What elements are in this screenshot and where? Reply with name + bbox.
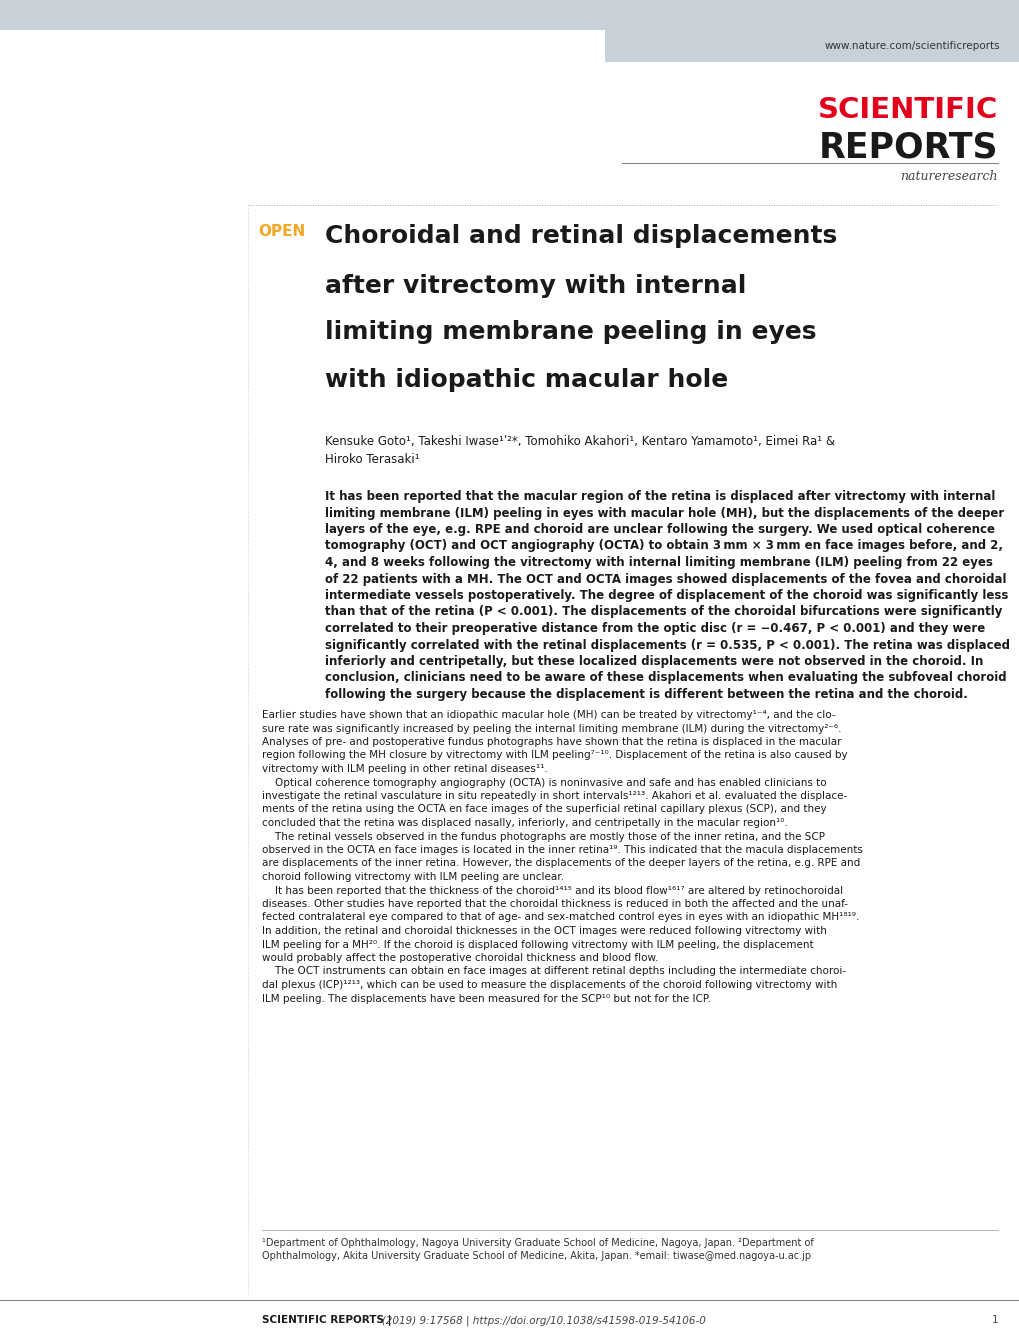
Text: Hiroko Terasaki¹: Hiroko Terasaki¹	[325, 453, 419, 466]
Text: In addition, the retinal and choroidal thicknesses in the OCT images were reduce: In addition, the retinal and choroidal t…	[262, 926, 826, 937]
Text: tomography (OCT) and OCT angiography (OCTA) to obtain 3 mm × 3 mm en face images: tomography (OCT) and OCT angiography (OC…	[325, 540, 1002, 552]
Text: are displacements of the inner retina. However, the displacements of the deeper : are displacements of the inner retina. H…	[262, 859, 859, 868]
Text: correlated to their preoperative distance from the optic disc (r = −0.467, P < 0: correlated to their preoperative distanc…	[325, 622, 984, 635]
Text: Optical coherence tomography angiography (OCTA) is noninvasive and safe and has : Optical coherence tomography angiography…	[262, 777, 825, 788]
Text: concluded that the retina was displaced nasally, inferiorly, and centripetally i: concluded that the retina was displaced …	[262, 817, 787, 828]
Text: observed in the OCTA en face images is located in the inner retina¹⁹. This indic: observed in the OCTA en face images is l…	[262, 846, 862, 855]
Text: limiting membrane peeling in eyes: limiting membrane peeling in eyes	[325, 320, 815, 344]
Text: would probably affect the postoperative choroidal thickness and blood flow.: would probably affect the postoperative …	[262, 953, 657, 963]
Text: investigate the retinal vasculature in situ repeatedly in short intervals¹²¹³. A: investigate the retinal vasculature in s…	[262, 791, 847, 801]
Text: with idiopathic macular hole: with idiopathic macular hole	[325, 369, 728, 393]
Text: fected contralateral eye compared to that of age- and sex-matched control eyes i: fected contralateral eye compared to tha…	[262, 913, 859, 922]
Text: Ophthalmology, Akita University Graduate School of Medicine, Akita, Japan. *emai: Ophthalmology, Akita University Graduate…	[262, 1252, 810, 1261]
Text: intermediate vessels postoperatively. The degree of displacement of the choroid : intermediate vessels postoperatively. Th…	[325, 590, 1008, 602]
Text: following the surgery because the displacement is different between the retina a: following the surgery because the displa…	[325, 687, 967, 701]
Bar	[604, 29, 1019, 62]
Text: conclusion, clinicians need to be aware of these displacements when evaluating t: conclusion, clinicians need to be aware …	[325, 671, 1006, 685]
Text: The OCT instruments can obtain en face images at different retinal depths includ: The OCT instruments can obtain en face i…	[262, 966, 846, 977]
Text: (2019) 9:17568 | https://doi.org/10.1038/s41598-019-54106-0: (2019) 9:17568 | https://doi.org/10.1038…	[372, 1315, 705, 1325]
Text: significantly correlated with the retinal displacements (r = 0.535, P < 0.001). : significantly correlated with the retina…	[325, 638, 1009, 651]
Text: after vitrectomy with internal: after vitrectomy with internal	[325, 273, 746, 297]
Text: ¹Department of Ophthalmology, Nagoya University Graduate School of Medicine, Nag: ¹Department of Ophthalmology, Nagoya Uni…	[262, 1238, 813, 1248]
Text: than that of the retina (P < 0.001). The displacements of the choroidal bifurcat: than that of the retina (P < 0.001). The…	[325, 606, 1002, 619]
Text: ILM peeling. The displacements have been measured for the SCP¹⁰ but not for the : ILM peeling. The displacements have been…	[262, 993, 710, 1004]
Text: It has been reported that the thickness of the choroid¹⁴¹⁵ and its blood flow¹⁶¹: It has been reported that the thickness …	[262, 886, 843, 895]
Text: SCIENTIFIC REPORTS |: SCIENTIFIC REPORTS |	[262, 1315, 391, 1327]
Text: REPORTS: REPORTS	[817, 131, 997, 165]
Text: Kensuke Goto¹, Takeshi Iwase¹ʹ²*, Tomohiko Akahori¹, Kentaro Yamamoto¹, Eimei Ra: Kensuke Goto¹, Takeshi Iwase¹ʹ²*, Tomohi…	[325, 436, 835, 448]
Text: Choroidal and retinal displacements: Choroidal and retinal displacements	[325, 224, 837, 248]
Text: It has been reported that the macular region of the retina is displaced after vi: It has been reported that the macular re…	[325, 490, 995, 502]
Text: Earlier studies have shown that an idiopathic macular hole (MH) can be treated b: Earlier studies have shown that an idiop…	[262, 710, 835, 720]
Text: choroid following vitrectomy with ILM peeling are unclear.: choroid following vitrectomy with ILM pe…	[262, 872, 564, 882]
Text: dal plexus (ICP)¹²¹³, which can be used to measure the displacements of the chor: dal plexus (ICP)¹²¹³, which can be used …	[262, 980, 837, 990]
Text: layers of the eye, e.g. RPE and choroid are unclear following the surgery. We us: layers of the eye, e.g. RPE and choroid …	[325, 523, 994, 536]
Text: 1: 1	[990, 1315, 997, 1325]
Text: vitrectomy with ILM peeling in other retinal diseases¹¹.: vitrectomy with ILM peeling in other ret…	[262, 764, 547, 775]
Text: diseases. Other studies have reported that the choroidal thickness is reduced in: diseases. Other studies have reported th…	[262, 899, 847, 909]
Text: 4, and 8 weeks following the vitrectomy with internal limiting membrane (ILM) pe: 4, and 8 weeks following the vitrectomy …	[325, 556, 991, 570]
Text: natureresearch: natureresearch	[900, 169, 997, 182]
Text: SCIENTIFIC: SCIENTIFIC	[817, 96, 997, 125]
Text: sure rate was significantly increased by peeling the internal limiting membrane : sure rate was significantly increased by…	[262, 724, 841, 733]
Bar	[0, 0, 1019, 29]
Text: Analyses of pre- and postoperative fundus photographs have shown that the retina: Analyses of pre- and postoperative fundu…	[262, 737, 841, 746]
Text: www.nature.com/scientificreports: www.nature.com/scientificreports	[823, 42, 999, 51]
Text: ILM peeling for a MH²⁰. If the choroid is displaced following vitrectomy with IL: ILM peeling for a MH²⁰. If the choroid i…	[262, 939, 813, 950]
Text: The retinal vessels observed in the fundus photographs are mostly those of the i: The retinal vessels observed in the fund…	[262, 832, 824, 842]
Text: region following the MH closure by vitrectomy with ILM peeling⁷⁻¹⁰. Displacement: region following the MH closure by vitre…	[262, 750, 847, 761]
Text: of 22 patients with a MH. The OCT and OCTA images showed displacements of the fo: of 22 patients with a MH. The OCT and OC…	[325, 572, 1006, 586]
Text: limiting membrane (ILM) peeling in eyes with macular hole (MH), but the displace: limiting membrane (ILM) peeling in eyes …	[325, 507, 1004, 520]
Text: ments of the retina using the OCTA en face images of the superficial retinal cap: ments of the retina using the OCTA en fa…	[262, 804, 825, 815]
Text: inferiorly and centripetally, but these localized displacements were not observe: inferiorly and centripetally, but these …	[325, 655, 982, 669]
Text: OPEN: OPEN	[258, 224, 305, 239]
